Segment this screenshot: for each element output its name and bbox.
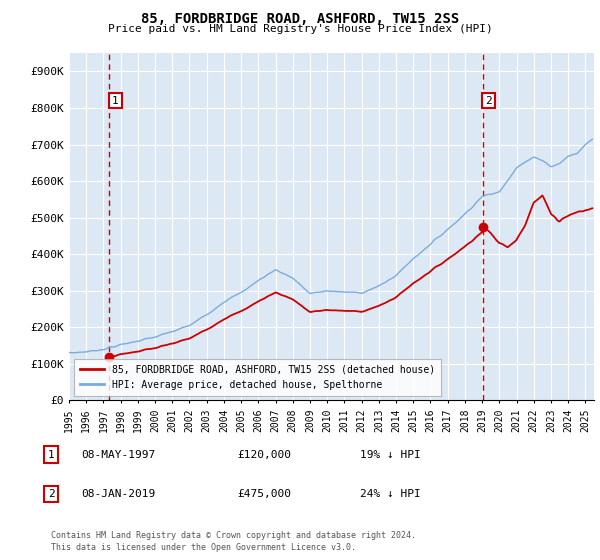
Text: 1: 1 [47,450,55,460]
Text: Price paid vs. HM Land Registry's House Price Index (HPI): Price paid vs. HM Land Registry's House … [107,24,493,34]
Text: 1: 1 [112,96,119,106]
Text: 08-MAY-1997: 08-MAY-1997 [81,450,155,460]
Text: This data is licensed under the Open Government Licence v3.0.: This data is licensed under the Open Gov… [51,543,356,552]
Text: 2: 2 [47,489,55,499]
Text: 2: 2 [485,96,492,106]
Legend: 85, FORDBRIDGE ROAD, ASHFORD, TW15 2SS (detached house), HPI: Average price, det: 85, FORDBRIDGE ROAD, ASHFORD, TW15 2SS (… [74,359,441,395]
Text: Contains HM Land Registry data © Crown copyright and database right 2024.: Contains HM Land Registry data © Crown c… [51,531,416,540]
Text: 85, FORDBRIDGE ROAD, ASHFORD, TW15 2SS: 85, FORDBRIDGE ROAD, ASHFORD, TW15 2SS [141,12,459,26]
Text: 08-JAN-2019: 08-JAN-2019 [81,489,155,499]
Text: £120,000: £120,000 [237,450,291,460]
Text: 24% ↓ HPI: 24% ↓ HPI [360,489,421,499]
Text: 19% ↓ HPI: 19% ↓ HPI [360,450,421,460]
Text: £475,000: £475,000 [237,489,291,499]
